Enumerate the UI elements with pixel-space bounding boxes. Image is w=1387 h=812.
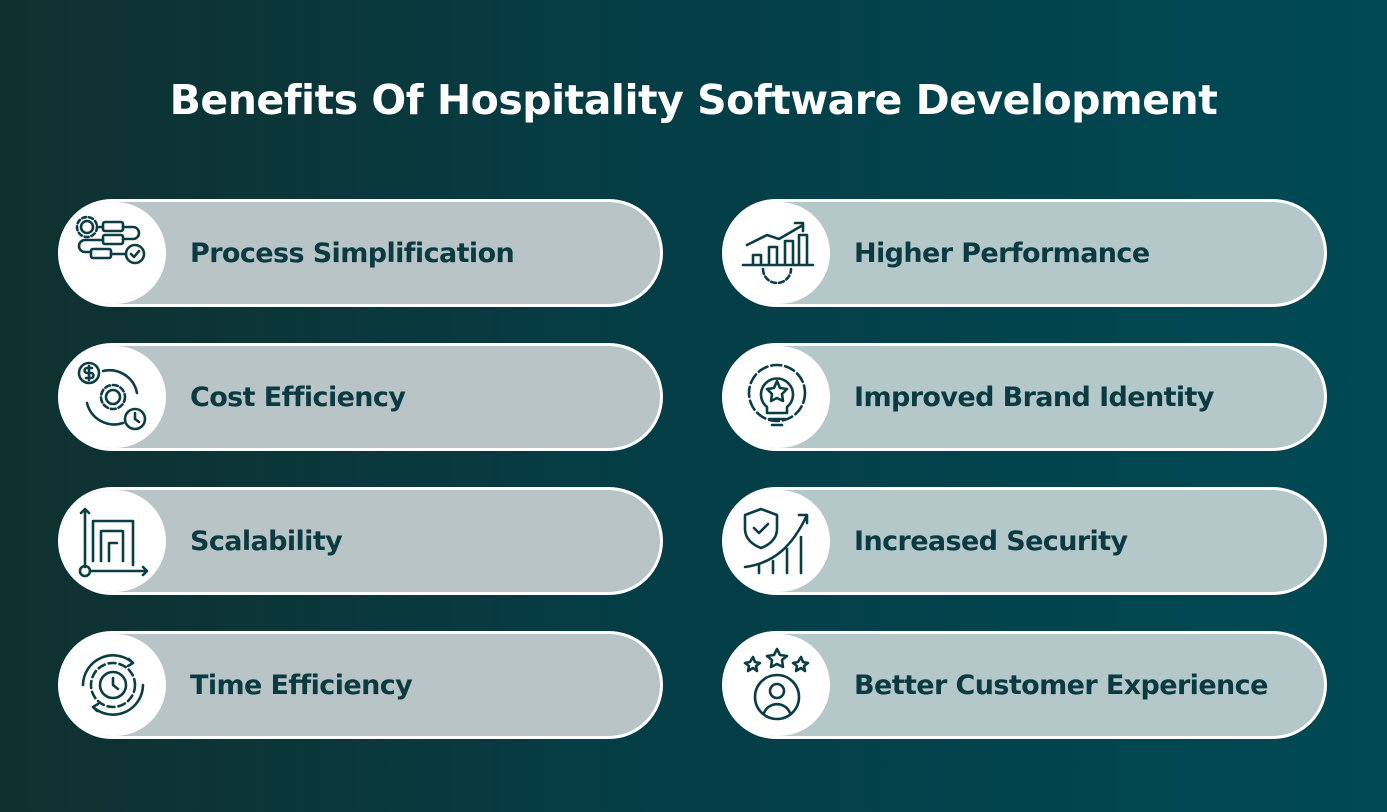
benefit-label: Improved Brand Identity (854, 381, 1214, 413)
benefit-card-process-simplification: Process Simplification (58, 199, 663, 307)
shield-growth-icon (725, 490, 830, 592)
benefit-card-improved-brand-identity: Improved Brand Identity (722, 343, 1327, 451)
benefit-label: Process Simplification (190, 237, 515, 269)
cost-cycle-icon (61, 346, 166, 448)
gear-clock-icon (61, 634, 166, 736)
growth-chart-gear-icon (725, 202, 830, 304)
benefit-label: Scalability (190, 525, 343, 557)
gear-bulb-star-icon (725, 346, 830, 448)
customer-stars-icon (725, 634, 830, 736)
scalability-icon (61, 490, 166, 592)
benefit-card-higher-performance: Higher Performance (722, 199, 1327, 307)
benefit-card-increased-security: Increased Security (722, 487, 1327, 595)
benefit-card-better-customer-experience: Better Customer Experience (722, 631, 1327, 739)
page-title: Benefits Of Hospitality Software Develop… (169, 76, 1218, 124)
process-flow-icon (61, 202, 166, 304)
benefit-label: Time Efficiency (190, 669, 413, 701)
benefit-label: Increased Security (854, 525, 1128, 557)
benefit-label: Better Customer Experience (854, 669, 1268, 701)
benefit-card-time-efficiency: Time Efficiency (58, 631, 663, 739)
benefit-card-cost-efficiency: Cost Efficiency (58, 343, 663, 451)
benefit-label: Higher Performance (854, 237, 1150, 269)
benefit-card-scalability: Scalability (58, 487, 663, 595)
benefit-label: Cost Efficiency (190, 381, 406, 413)
